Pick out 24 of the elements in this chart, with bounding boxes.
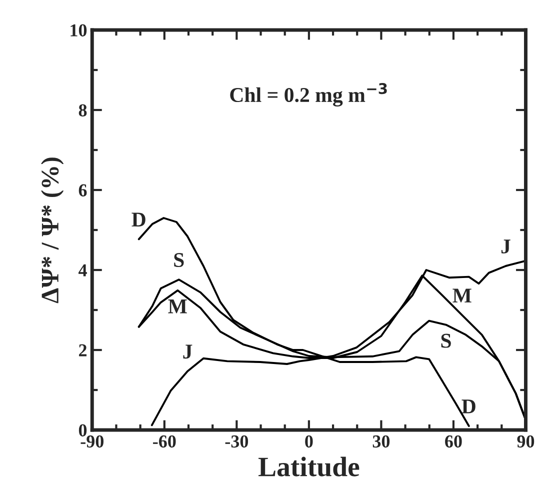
y-tick-label: 6	[78, 184, 87, 196]
annotation: D	[132, 212, 146, 226]
annotation: M	[168, 300, 187, 314]
y-tick-label: 10	[70, 24, 87, 36]
annotation: Chl = 0.2 mg m$^{−3}$	[230, 83, 387, 106]
y-axis-title: ΔΨ* / Ψ* (%)	[40, 158, 64, 304]
annotation: S	[174, 253, 184, 268]
annotation: S	[441, 334, 451, 348]
annotation: J	[501, 240, 510, 254]
y-tick-label: 0	[78, 424, 87, 436]
y-tick-label: 8	[78, 104, 87, 116]
x-tick-label: -90	[80, 435, 104, 448]
x-tick-label: 60	[445, 435, 462, 448]
x-axis-title: Latitude	[258, 456, 360, 476]
annotation: D	[462, 400, 476, 414]
x-tick-label: 90	[517, 435, 534, 448]
annotation: M	[452, 288, 472, 302]
annotation: J	[183, 344, 192, 359]
y-tick-label: 2	[79, 344, 87, 356]
x-tick-label: 0	[305, 435, 313, 448]
y-tick-label: 4	[78, 264, 87, 276]
x-tick-label: -30	[225, 435, 248, 448]
x-tick-label: 30	[372, 435, 390, 448]
x-tick-label: -60	[153, 435, 176, 448]
